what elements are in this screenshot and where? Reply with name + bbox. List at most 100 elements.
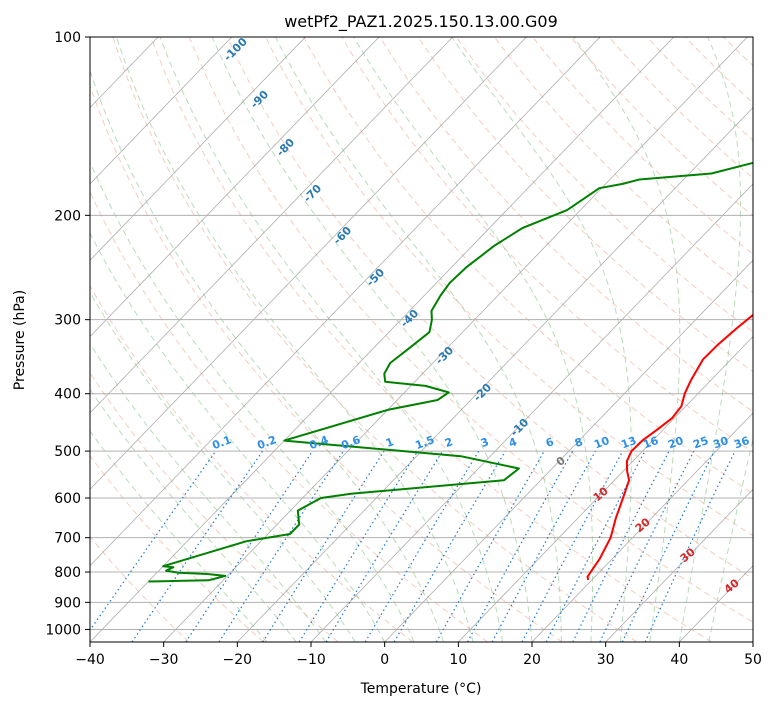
x-axis-label: Temperature (°C) — [360, 681, 482, 697]
x-tick-label: −40 — [75, 652, 105, 668]
mixing-ratio-label: 13 — [619, 434, 638, 451]
dry-adiabat-line — [90, 84, 563, 642]
dry-adiabat-line — [112, 37, 638, 642]
dry-adiabat-line — [90, 454, 264, 642]
x-tick-label: 50 — [744, 652, 762, 668]
x-tick-label: −10 — [296, 652, 326, 668]
mixing-ratio-label: 4 — [507, 435, 519, 450]
profile-line — [586, 313, 753, 581]
isotherm-line — [90, 37, 380, 338]
y-tick-label: 1000 — [45, 622, 81, 638]
y-tick-label: 800 — [54, 565, 81, 581]
isotherm-lines — [90, 37, 753, 642]
mixing-ratio-line — [90, 450, 217, 632]
mixing-ratio-line — [298, 450, 419, 642]
mixing-ratio-line — [491, 450, 596, 642]
chart-title: wetPf2_PAZ1.2025.150.13.00.G09 — [284, 12, 558, 32]
dry-adiabat-line — [90, 284, 414, 642]
mixing-ratio-label: 6 — [544, 435, 556, 450]
x-tick-label: 40 — [670, 652, 688, 668]
isotherm-line — [90, 37, 675, 642]
moist-adiabat-line — [678, 37, 742, 642]
moist-adiabat-line — [159, 37, 503, 642]
mixing-ratio-label: 2 — [443, 435, 455, 450]
mixing-ratio-label: 0.6 — [339, 433, 362, 452]
mixing-ratio-label: 1 — [384, 435, 396, 450]
y-tick-label: 400 — [54, 387, 81, 403]
x-tick-label: 30 — [597, 652, 615, 668]
isotherm-line — [605, 488, 753, 642]
mixing-ratio-label: 0.4 — [307, 433, 330, 452]
mixing-ratio-label: 10 — [592, 434, 611, 452]
profile-line — [148, 161, 753, 583]
isotherm-line — [163, 37, 748, 642]
mixing-ratio-line — [262, 450, 385, 642]
mixing-ratio-line — [435, 450, 545, 642]
dry-adiabat-line — [150, 37, 712, 642]
dry-adiabat-line — [226, 37, 753, 580]
y-tick-label: 600 — [54, 491, 81, 507]
isotherm-line — [531, 412, 753, 642]
isotherm-line — [237, 106, 753, 642]
mixing-ratio-line — [466, 450, 574, 642]
x-axis: −40 −30 −20 −10 0 10 20 30 40 50 — [75, 642, 762, 668]
profile-series — [148, 161, 753, 583]
moist-adiabat-line — [90, 69, 445, 642]
dry-adiabat-line — [265, 37, 753, 537]
y-tick-label: 200 — [54, 208, 81, 224]
y-tick-label: 700 — [54, 531, 81, 547]
mixing-ratio-line — [393, 450, 506, 642]
mixing-ratio-label: 16 — [641, 434, 660, 452]
mixing-ratio-line — [325, 450, 444, 642]
y-tick-label: 300 — [54, 313, 81, 329]
moist-adiabat-line — [90, 231, 386, 642]
x-tick-label: 0 — [380, 652, 389, 668]
x-tick-label: 20 — [523, 652, 541, 668]
mixing-ratio-label: 0.2 — [255, 433, 278, 452]
mixing-ratio-label: 8 — [573, 435, 585, 450]
dry-adiabat-line — [532, 37, 753, 255]
mixing-ratio-label: 36 — [732, 434, 751, 452]
mixing-ratio-line — [644, 450, 736, 642]
plot-area — [90, 37, 753, 642]
isobar-grid — [90, 37, 753, 630]
moist-adiabat-line — [90, 430, 268, 642]
isotherm-line — [310, 183, 753, 642]
isotherm-line — [458, 336, 753, 642]
mixing-ratio-label: 0.1 — [210, 433, 233, 452]
x-tick-label: 10 — [449, 652, 467, 668]
moist-adiabat-line — [211, 37, 533, 642]
mixing-ratio-label: 30 — [711, 434, 730, 452]
mixing-ratio-label: 3 — [479, 435, 491, 450]
dry-adiabat-line — [188, 37, 753, 623]
isotherm-line — [90, 37, 527, 490]
dry-adiabat-line — [570, 37, 753, 217]
y-axis-label: Pressure (hPa) — [12, 290, 28, 390]
x-tick-label: −30 — [149, 652, 179, 668]
y-axis: 1000 900 800 700 600 500 400 300 200 100 — [45, 30, 90, 638]
mixing-ratio-label: 25 — [691, 434, 710, 451]
y-tick-label: 500 — [54, 444, 81, 460]
isotherm-line — [384, 259, 753, 642]
moist-adiabat-line — [451, 37, 632, 642]
mixing-ratio-line — [364, 450, 480, 642]
dry-adiabat-line — [303, 37, 753, 495]
dry-adiabat-line — [417, 37, 753, 373]
isotherm-line — [90, 37, 454, 414]
moist-adiabat-line — [353, 37, 594, 642]
mixing-ratio-line — [621, 450, 715, 642]
moist-adiabat-line — [275, 37, 562, 642]
isotherm-line — [90, 37, 233, 185]
y-tick-label: 900 — [54, 595, 81, 611]
moist-adiabat-line — [573, 37, 681, 642]
mixing-ratio-lines — [90, 450, 736, 642]
y-tick-label: 100 — [54, 30, 81, 46]
mixing-ratio-label: 20 — [666, 434, 685, 452]
x-tick-label: −20 — [223, 652, 253, 668]
moist-adiabat-line — [708, 436, 753, 642]
mixing-ratio-line — [218, 450, 344, 642]
isotherm-line — [90, 37, 306, 261]
plot-frame — [89, 36, 754, 643]
